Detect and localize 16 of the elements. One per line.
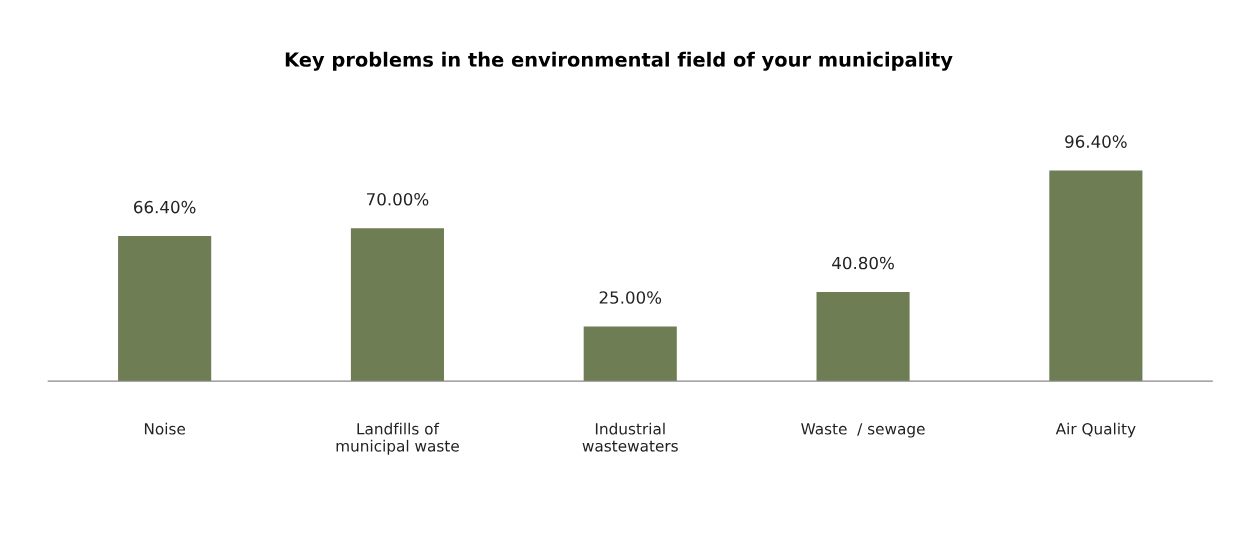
- bar: [583, 326, 677, 382]
- bar: [118, 236, 212, 382]
- chart-title: Key problems in the environmental field of your municipality: [285, 51, 953, 71]
- bar: [816, 292, 910, 382]
- bar: [1049, 170, 1143, 382]
- data-label: 96.40%: [1065, 135, 1127, 148]
- data-label: 66.40%: [134, 200, 196, 214]
- data-label: 40.80%: [832, 256, 894, 270]
- x-tick-label: Waste / sewage: [801, 423, 925, 438]
- x-tick-label: Industrial wastewaters: [582, 422, 678, 452]
- x-tick-label: Noise: [144, 422, 186, 435]
- bar: [350, 228, 445, 382]
- x-tick-label: Air Quality: [1055, 422, 1136, 438]
- data-label: 25.00%: [599, 291, 662, 304]
- x-tick-label: Landfills of municipal waste: [336, 422, 459, 455]
- data-label: 70.00%: [367, 192, 429, 206]
